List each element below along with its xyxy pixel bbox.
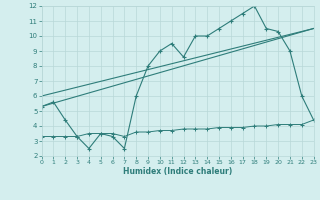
X-axis label: Humidex (Indice chaleur): Humidex (Indice chaleur) bbox=[123, 167, 232, 176]
